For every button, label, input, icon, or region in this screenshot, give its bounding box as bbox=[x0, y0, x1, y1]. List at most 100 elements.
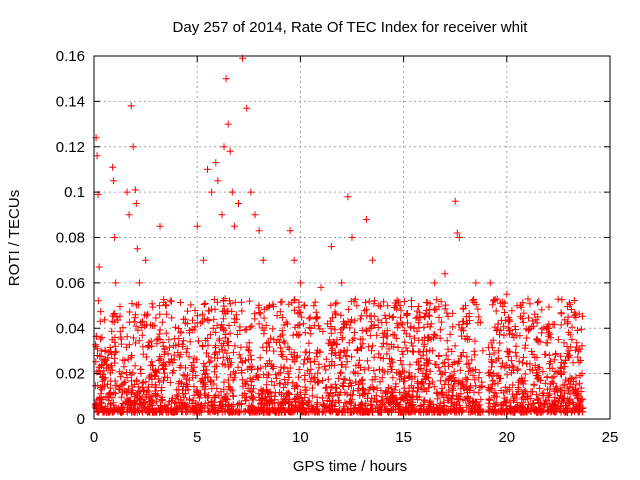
data-point bbox=[258, 324, 266, 332]
data-point bbox=[295, 366, 303, 373]
data-point bbox=[444, 356, 452, 364]
data-point bbox=[398, 361, 406, 369]
data-point bbox=[530, 381, 538, 389]
data-point bbox=[441, 270, 449, 278]
data-point bbox=[360, 366, 368, 374]
data-point bbox=[475, 313, 483, 321]
data-point bbox=[393, 369, 401, 376]
data-point bbox=[448, 361, 456, 369]
data-point bbox=[204, 402, 212, 410]
data-point bbox=[308, 392, 316, 400]
data-point bbox=[144, 310, 152, 318]
data-point bbox=[122, 369, 130, 376]
data-point bbox=[532, 391, 540, 399]
data-point bbox=[497, 401, 505, 409]
data-point bbox=[385, 345, 393, 353]
data-point bbox=[313, 353, 321, 361]
data-point bbox=[244, 346, 252, 354]
data-point bbox=[340, 376, 348, 384]
data-point bbox=[319, 328, 327, 335]
data-point bbox=[200, 301, 208, 308]
data-point bbox=[259, 256, 267, 264]
data-point bbox=[379, 366, 387, 374]
data-point bbox=[290, 348, 298, 356]
data-point bbox=[448, 399, 456, 406]
data-point bbox=[570, 297, 578, 304]
data-point bbox=[381, 311, 389, 319]
data-point bbox=[516, 301, 524, 309]
data-point bbox=[371, 297, 379, 305]
data-point bbox=[454, 360, 462, 368]
data-point bbox=[436, 377, 444, 385]
data-point bbox=[208, 385, 216, 393]
data-point bbox=[163, 310, 171, 318]
data-point bbox=[401, 375, 408, 382]
data-point bbox=[407, 382, 415, 390]
data-point bbox=[305, 324, 313, 332]
data-point bbox=[156, 326, 164, 334]
data-point bbox=[307, 330, 315, 338]
data-point bbox=[503, 290, 511, 298]
data-point bbox=[348, 234, 356, 241]
data-point bbox=[435, 352, 443, 360]
data-point bbox=[534, 364, 542, 371]
data-point bbox=[325, 407, 333, 415]
data-point bbox=[166, 379, 174, 386]
data-point bbox=[97, 352, 105, 360]
data-point bbox=[371, 373, 379, 381]
data-point bbox=[231, 342, 239, 350]
data-point bbox=[228, 188, 236, 196]
data-point bbox=[305, 315, 313, 323]
data-point bbox=[455, 392, 463, 400]
data-point bbox=[216, 398, 224, 406]
data-point bbox=[173, 391, 181, 399]
data-point bbox=[409, 387, 417, 395]
data-point bbox=[277, 298, 285, 306]
data-point bbox=[134, 392, 142, 400]
data-point bbox=[194, 389, 202, 396]
data-point bbox=[463, 353, 471, 361]
data-point bbox=[523, 334, 531, 342]
data-point bbox=[211, 403, 219, 411]
data-point bbox=[202, 392, 210, 400]
data-point bbox=[160, 377, 167, 385]
data-point bbox=[474, 407, 482, 415]
data-point bbox=[348, 316, 355, 324]
data-point bbox=[458, 324, 466, 332]
data-point bbox=[443, 309, 451, 317]
data-point bbox=[135, 279, 143, 287]
data-point bbox=[247, 188, 255, 196]
data-point bbox=[423, 348, 431, 356]
data-point bbox=[369, 385, 377, 393]
data-point bbox=[204, 341, 212, 349]
data-point bbox=[279, 404, 287, 412]
data-point bbox=[280, 337, 288, 345]
data-point bbox=[108, 408, 116, 416]
data-point bbox=[191, 307, 199, 314]
data-point bbox=[225, 322, 233, 329]
data-point bbox=[192, 372, 200, 379]
data-point bbox=[390, 343, 398, 351]
data-point bbox=[139, 343, 147, 351]
data-point bbox=[212, 159, 220, 167]
data-point bbox=[374, 324, 382, 331]
data-point bbox=[365, 297, 373, 305]
data-point bbox=[170, 351, 178, 359]
data-point bbox=[215, 348, 223, 356]
data-point bbox=[119, 356, 127, 364]
data-point bbox=[529, 366, 536, 374]
data-point bbox=[343, 400, 351, 408]
data-point bbox=[177, 396, 185, 404]
data-point bbox=[194, 407, 202, 415]
data-point bbox=[255, 301, 263, 309]
data-point bbox=[289, 401, 297, 409]
data-point bbox=[563, 350, 571, 358]
data-point bbox=[255, 373, 263, 381]
data-point bbox=[199, 343, 207, 351]
data-point bbox=[409, 347, 417, 355]
data-point bbox=[104, 380, 112, 388]
data-point bbox=[161, 403, 169, 411]
data-point bbox=[258, 407, 266, 415]
data-point bbox=[490, 408, 497, 416]
data-point bbox=[321, 362, 329, 370]
